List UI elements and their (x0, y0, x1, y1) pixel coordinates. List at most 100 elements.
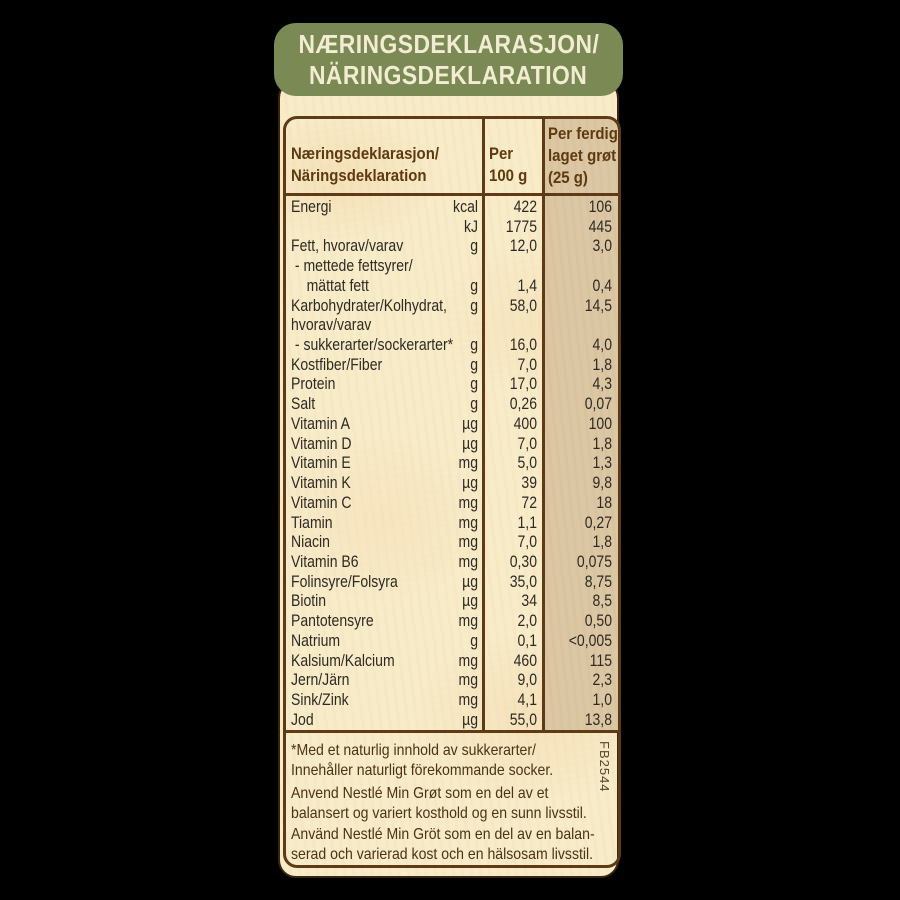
nutrient-row: Vitamin B6 mg 0,30 0,075 (286, 553, 618, 573)
nutrient-unit: µg (462, 414, 478, 433)
value-per-100g: 460 (513, 651, 537, 670)
nutrient-row: Karbohydrater/Kolhydrat, g 58,0 14,5 (286, 297, 618, 317)
value-per-100g: 34 (521, 592, 537, 611)
nutrient-row: Jern/Järn mg 9,0 2,3 (286, 671, 618, 691)
nutrient-row: Kostfiber/Fiber g 7,0 1,8 (286, 356, 618, 376)
nutrient-row: Vitamin E mg 5,0 1,3 (286, 454, 618, 474)
value-per-serving: 14,5 (584, 296, 612, 315)
nutrient-row: Vitamin C mg 72 18 (286, 494, 618, 514)
nutrient-row: Folinsyre/Folsyra µg 35,0 8,75 (286, 573, 618, 593)
nutrient-unit: µg (462, 572, 478, 591)
value-per-100g: 58,0 (509, 296, 537, 315)
nutrient-row: Vitamin A µg 400 100 (286, 415, 618, 435)
value-per-serving: 1,3 (592, 454, 612, 473)
nutrient-row: Natrium g 0,1 <0,005 (286, 632, 618, 652)
text-line: serad och varierad kost och en hälsosam … (291, 845, 594, 863)
value-per-100g: 35,0 (509, 572, 537, 591)
nutrient-row: kJ 1775 445 (286, 218, 618, 238)
nutrient-unit: mg (458, 454, 478, 473)
nutrient-unit: g (470, 276, 478, 295)
text-line: Näringsdeklaration (291, 166, 427, 185)
nutrient-row: Jod µg 55,0 13,8 (286, 711, 618, 731)
nutrient-unit: g (470, 296, 478, 315)
value-per-100g: 72 (521, 493, 537, 512)
nutrient-label: hvorav/varav (291, 316, 372, 335)
nutrient-row: mättat fett g 1,4 0,4 (286, 277, 618, 297)
text-line: Använd Nestlé Min Gröt som en del av en … (291, 825, 595, 843)
nutrient-label: Tiamin (291, 513, 333, 532)
nutrient-unit: mg (458, 671, 478, 690)
nutrient-label: Natrium (291, 631, 341, 650)
value-per-100g: 4,1 (517, 690, 537, 709)
text-line: Per (489, 144, 514, 163)
nutrient-unit: mg (458, 493, 478, 512)
nutrient-label: Sink/Zink (291, 690, 349, 709)
value-per-serving: 1,8 (592, 533, 612, 552)
column-header-nutrient: Næringsdeklarasjon/Näringsdeklaration (291, 143, 459, 187)
nutrient-row: hvorav/varav (286, 316, 618, 336)
column-header-per-serving: Per ferdig-laget grøt (25 g) (548, 123, 618, 189)
text-line: Næringsdeklarasjon/ (291, 144, 439, 163)
nutrient-label: Vitamin B6 (291, 552, 359, 571)
value-per-serving: 0,27 (584, 513, 612, 532)
sugar-footnote: *Med et naturlig innhold av sukkerarter/… (291, 741, 589, 782)
value-per-serving: 8,5 (592, 592, 612, 611)
value-per-serving: 0,50 (584, 612, 612, 631)
value-per-100g: 7,0 (517, 533, 537, 552)
value-per-serving: 0,07 (584, 395, 612, 414)
nutrient-unit: µg (462, 474, 478, 493)
value-per-100g: 422 (513, 198, 537, 216)
nutrient-label: Vitamin A (291, 414, 350, 433)
nutrient-label: Kalsium/Kalcium (291, 651, 395, 670)
banner-title-line-2: NÄRINGSDEKLARATION (309, 59, 588, 90)
value-per-serving: 1,0 (592, 690, 612, 709)
nutrient-unit: mg (458, 513, 478, 532)
nutrient-row: - sukkerarter/sockerarter* g 16,0 4,0 (286, 336, 618, 356)
value-per-100g: 16,0 (509, 336, 537, 355)
nutrient-row: Salt g 0,26 0,07 (286, 395, 618, 415)
value-per-100g: 0,30 (509, 552, 537, 571)
nutrient-label: Vitamin C (291, 493, 352, 512)
value-per-100g: 55,0 (509, 710, 537, 729)
nutrient-label: Folinsyre/Folsyra (291, 572, 398, 591)
nutrient-row: Energi kcal 422 106 (286, 198, 618, 218)
value-per-serving: 0,075 (576, 552, 612, 571)
label-code: FB2544 (597, 741, 612, 793)
nutrient-label: Jod (291, 710, 314, 729)
header-separator (286, 193, 618, 196)
per-serving-column-shade (542, 119, 618, 733)
nutrient-row: Tiamin mg 1,1 0,27 (286, 514, 618, 534)
nutrient-row: Sink/Zink mg 4,1 1,0 (286, 691, 618, 711)
value-per-serving: 18 (596, 493, 612, 512)
value-per-serving: 4,3 (592, 375, 612, 394)
text-line: Anvend Nestlé Min Grøt som en del av et (291, 785, 549, 802)
value-per-serving: 0,4 (592, 276, 612, 295)
nutrient-label: Biotin (291, 592, 327, 611)
value-per-100g: 39 (521, 474, 537, 493)
nutrient-label: Niacin (291, 533, 330, 552)
text-line: balansert og variert kosthold og en sunn… (291, 805, 587, 823)
value-per-100g: 12,0 (509, 237, 537, 256)
nutrient-row: Biotin µg 34 8,5 (286, 592, 618, 612)
text-line: *Med et naturlig innhold av sukkerarter/ (291, 742, 536, 759)
nutrient-unit: kJ (463, 217, 478, 236)
value-per-serving: 3,0 (592, 237, 612, 256)
value-per-100g: 7,0 (517, 434, 537, 453)
value-per-100g: 1775 (505, 217, 537, 236)
banner-title-line-1: NÆRINGSDEKLARASJON/ (298, 28, 599, 59)
nutrient-row: Kalsium/Kalcium mg 460 115 (286, 652, 618, 672)
nutrient-unit: g (470, 395, 478, 414)
nutrient-unit: mg (458, 612, 478, 631)
value-per-serving: 8,75 (584, 572, 612, 591)
value-per-serving: 13,8 (584, 710, 612, 729)
nutrient-label: Vitamin E (291, 454, 351, 473)
value-per-100g: 0,1 (517, 631, 537, 650)
value-per-100g: 1,4 (517, 276, 537, 295)
value-per-100g: 0,26 (509, 395, 537, 414)
nutrient-label: Jern/Järn (291, 671, 350, 690)
nutrient-row: Niacin mg 7,0 1,8 (286, 533, 618, 553)
nutrient-label: Vitamin K (291, 474, 351, 493)
nutrient-unit: µg (462, 592, 478, 611)
usage-footnote: Anvend Nestlé Min Grøt som en del av et b… (291, 784, 618, 865)
nutrient-rows: Energi kcal 422 106 kJ 1775 445 Fett, hvorav/va… (286, 198, 618, 730)
